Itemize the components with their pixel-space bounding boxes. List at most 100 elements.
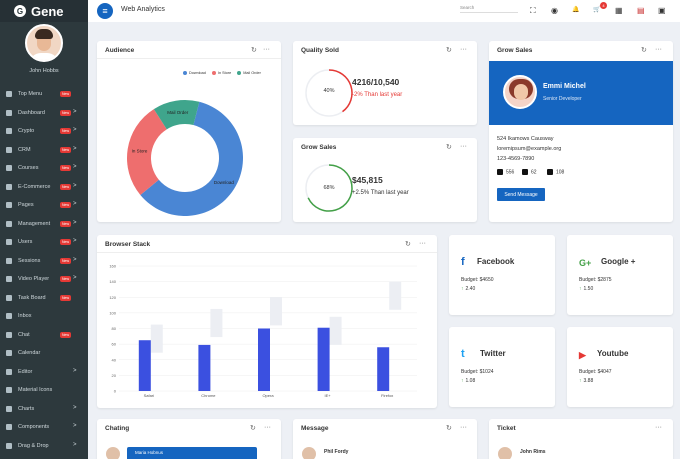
sidebar-item[interactable]: Calendar [0,347,88,359]
bar-primary[interactable] [377,347,390,391]
sidebar-item-label: Task Board [18,294,46,301]
sidebar-item[interactable]: Users New > [0,236,88,248]
message-sender[interactable]: Phil Fordy [324,449,349,455]
new-badge: New [60,331,72,338]
sidebar-item[interactable]: Courses New > [0,162,88,174]
sidebar-item[interactable]: Top Menu New [0,88,88,100]
chating-title: Chating [105,425,130,432]
refresh-icon[interactable]: ↻ [405,241,411,248]
sidebar-item[interactable]: CRM New > [0,144,88,156]
bar-secondary[interactable] [150,324,163,353]
sidebar-item[interactable]: Material Icons [0,384,88,396]
sidebar-item-label: Top Menu [18,91,43,97]
donut-slice-mail-order[interactable] [153,100,200,130]
bar-primary[interactable] [317,327,330,391]
grow-sales-value: $45,815 [352,175,383,185]
bar-primary[interactable] [198,344,211,391]
sidebar-item[interactable]: Chat New [0,329,88,341]
bar-secondary[interactable] [210,308,223,338]
search-input[interactable]: Search [460,3,518,13]
sidebar-item[interactable]: Editor > [0,366,88,378]
audience-legend: Download In Store Mail Order [183,71,261,75]
sidebar-item-icon [6,128,12,134]
more-icon[interactable]: ··· [460,143,467,150]
ring-progress [328,69,353,113]
bar-secondary[interactable] [270,297,282,326]
ticket-owner[interactable]: John Rims [520,449,546,455]
refresh-icon[interactable]: ↻ [446,425,452,432]
refresh-icon[interactable]: ↻ [251,47,257,54]
donut-slice-label: Mail Order [167,110,189,115]
bar-primary[interactable] [258,328,270,392]
avatar[interactable] [25,24,63,62]
facebook-icon: f [461,256,465,268]
sidebar-item[interactable]: Charts > [0,403,88,415]
cart-icon[interactable]: 🛒 [593,7,601,13]
sidebar-item[interactable]: Management New > [0,218,88,230]
page-title: Web Analytics [121,6,165,13]
sidebar-item[interactable]: Crypto New > [0,125,88,137]
google-plus-icon: G+ [579,258,592,268]
more-icon[interactable]: ··· [460,46,467,53]
sidebar-item[interactable]: Task Board New [0,292,88,304]
bar-secondary[interactable] [329,316,342,345]
facebook-count[interactable]: 556 [497,169,514,175]
sidebar-item[interactable]: Drag & Drop > [0,440,88,452]
topbar: ≡ Web Analytics Search ⛶ ◉ 🔔 🛒 4 ▦ ▤ ▣ [88,0,680,22]
profile-email[interactable]: loremipsum@example.org [497,146,562,152]
apps-icon[interactable]: ▦ [615,6,623,15]
refresh-icon[interactable]: ↻ [446,144,452,151]
x-tick-label: Safari [144,393,155,398]
instagram-count[interactable]: 62 [522,169,537,175]
brand[interactable]: G Gene [0,0,88,22]
profile-address: 524 Ikamows Causway [497,136,554,142]
sidebar-item-label: Drag & Drop [18,442,49,449]
sidebar-item-icon [6,91,12,97]
sidebar-item[interactable]: Components > [0,421,88,433]
facebook-growth: ↑ 2.40 [461,286,476,292]
sidebar-item[interactable]: E-Commerce New > [0,181,88,193]
more-icon[interactable]: ··· [419,240,426,247]
donut-slice-download[interactable] [140,101,244,216]
bar-primary[interactable] [138,340,151,391]
flag-icon[interactable]: ▤ [637,6,645,15]
refresh-icon[interactable]: ↻ [446,47,452,54]
bell-icon[interactable]: 🔔 [572,7,580,13]
browser-stack-chart: 0 20 40 60 80 100 120 140 160 Safari Chrome Opera IE… [109,264,417,398]
refresh-icon[interactable]: ↻ [641,47,647,54]
more-icon[interactable]: ··· [655,424,662,431]
quality-sold-title: Quality Sold [301,47,339,54]
donut-slice-in-store[interactable] [127,109,167,196]
sidebar-item[interactable]: Inbox [0,310,88,322]
twitter-card: t Twitter Budget: $1024 ↑ 1.08 [449,327,555,407]
refresh-icon[interactable]: ↻ [250,425,256,432]
y-tick-label: 160 [109,264,116,269]
twitter-count[interactable]: 108 [547,169,564,175]
avatar [498,447,512,459]
send-message-button[interactable]: Send Message [497,188,545,201]
sidebar-item[interactable]: Sessions New > [0,255,88,267]
sidebar-item-icon [6,294,12,301]
y-tick-label: 100 [109,310,116,315]
fullscreen-icon[interactable]: ⛶ [530,6,536,15]
youtube-card: ▶ Youtube Budget: $4047 ↑ 3.88 [567,327,673,407]
youtube-title: Youtube [597,349,629,358]
message-card: Message ↻ ··· Phil Fordy [293,419,477,459]
more-icon[interactable]: ··· [460,424,467,431]
chat-icon[interactable]: ▣ [658,6,666,15]
bar-secondary[interactable] [389,281,402,310]
sidebar-item[interactable]: Video Player New > [0,273,88,285]
menu-toggle-button[interactable]: ≡ [97,3,113,19]
more-icon[interactable]: ··· [655,46,662,53]
sidebar-item[interactable]: Dashboard New > [0,107,88,119]
user-name: John Hobbs [29,68,59,74]
x-tick-label: Firefox [381,393,393,398]
new-badge: New [60,165,72,171]
chat-contact[interactable]: Maria Hobnus [127,447,257,459]
more-icon[interactable]: ··· [263,46,270,53]
sidebar-item[interactable]: Pages New > [0,199,88,211]
chevron-right-icon: > [73,127,77,133]
account-icon[interactable]: ◉ [551,6,558,15]
y-tick-label: 0 [114,389,117,394]
more-icon[interactable]: ··· [264,424,271,431]
